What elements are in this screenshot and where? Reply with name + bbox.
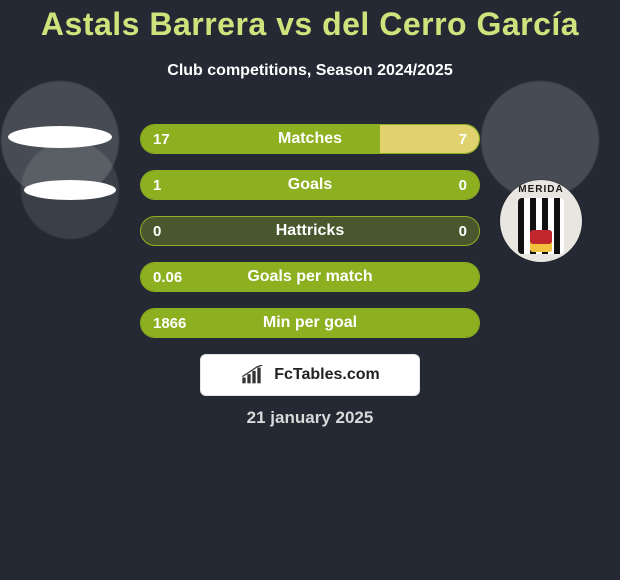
page-title: Astals Barrera vs del Cerro García xyxy=(0,6,620,43)
player-silhouette xyxy=(24,180,116,200)
stat-value-left: 17 xyxy=(153,125,170,153)
stat-value-left: 1 xyxy=(153,171,161,199)
stat-value-right: 0 xyxy=(459,171,467,199)
stat-label: Min per goal xyxy=(141,309,479,337)
club-badge-merida: MERIDA xyxy=(500,180,582,262)
stat-value-left: 0 xyxy=(153,217,161,245)
fctables-text: FcTables.com xyxy=(274,366,380,384)
stat-value-left: 0.06 xyxy=(153,263,182,291)
stat-bar: Goals per match0.06 xyxy=(140,262,480,292)
stat-bar: Goals1 0 xyxy=(140,170,480,200)
club-badge-label: MERIDA xyxy=(500,184,582,195)
stat-label: Matches xyxy=(141,125,479,153)
stat-value-right: 0 xyxy=(459,217,467,245)
stat-label: Goals xyxy=(141,171,479,199)
player-silhouette xyxy=(8,126,112,148)
stat-value-left: 1866 xyxy=(153,309,186,337)
stat-bar: Matches17 7 xyxy=(140,124,480,154)
subtitle: Club competitions, Season 2024/2025 xyxy=(0,62,620,80)
stat-bar: Min per goal1866 xyxy=(140,308,480,338)
stat-value-right: 7 xyxy=(459,125,467,153)
stat-label: Hattricks xyxy=(141,217,479,245)
stat-label: Goals per match xyxy=(141,263,479,291)
fctables-logo: FcTables.com xyxy=(200,354,420,396)
date-text: 21 january 2025 xyxy=(0,408,620,428)
fctables-icon xyxy=(240,365,268,385)
club-badge-shield xyxy=(530,230,552,252)
stat-bar: Hattricks0 0 xyxy=(140,216,480,246)
